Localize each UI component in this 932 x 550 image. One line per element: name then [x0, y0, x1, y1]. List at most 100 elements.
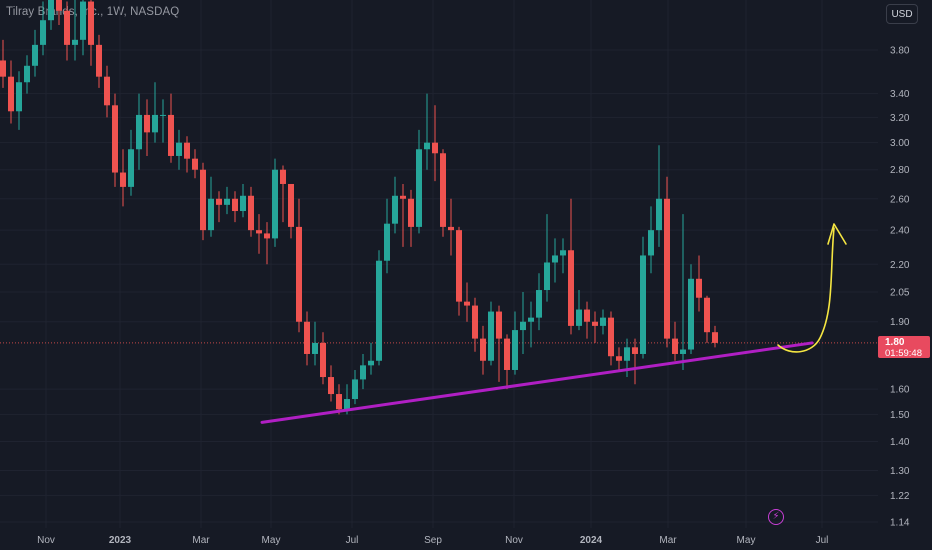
- candle: [488, 301, 494, 366]
- candle: [224, 186, 230, 215]
- candle-body: [648, 230, 654, 256]
- last-price-value: 1.80: [885, 337, 905, 348]
- candle: [608, 311, 614, 366]
- candle: [272, 158, 278, 247]
- time-axis: Nov 2023 Mar May Jul Sep Nov 2024 Mar May Jul: [37, 535, 828, 546]
- candle: [296, 198, 302, 333]
- x-tick-label: May: [737, 535, 756, 546]
- candle: [360, 353, 366, 390]
- candle-body: [96, 44, 102, 77]
- candle-body: [704, 297, 710, 333]
- candle: [432, 105, 438, 182]
- candle-body: [40, 20, 46, 45]
- candle-body: [528, 317, 534, 322]
- candle-body: [32, 44, 38, 66]
- candle: [56, 0, 62, 26]
- candle-body: [8, 76, 14, 112]
- candle-body: [48, 0, 54, 21]
- y-tick-label: 3.40: [890, 89, 910, 100]
- candle-body: [432, 142, 438, 154]
- candle: [424, 93, 430, 170]
- candle: [656, 145, 662, 247]
- candle: [160, 99, 166, 143]
- candle-body: [144, 114, 150, 133]
- candle-body: [360, 365, 366, 380]
- y-tick-label: 1.60: [890, 385, 910, 396]
- candle: [392, 176, 398, 234]
- candle-body: [552, 255, 558, 263]
- x-tick-label: Nov: [37, 535, 55, 546]
- candle-body: [192, 158, 198, 170]
- candles-group: [0, 0, 718, 415]
- candle-body: [472, 305, 478, 339]
- x-tick-label: Sep: [424, 535, 442, 546]
- candle: [136, 93, 142, 170]
- candle-body: [16, 82, 22, 112]
- candle: [24, 55, 30, 94]
- x-tick-label: Jul: [346, 535, 359, 546]
- candle: [80, 0, 86, 56]
- candle: [200, 162, 206, 241]
- candle-body: [456, 230, 462, 302]
- y-tick-label: 2.40: [890, 226, 910, 237]
- candle-body: [312, 342, 318, 354]
- x-tick-label: Nov: [505, 535, 523, 546]
- candle: [400, 183, 406, 247]
- candle-body: [408, 198, 414, 227]
- candle-body: [376, 260, 382, 361]
- arrow-head-icon: [827, 223, 847, 245]
- candle-body: [328, 377, 334, 395]
- candle-body: [264, 233, 270, 239]
- candle: [528, 301, 534, 348]
- candle-body: [680, 349, 686, 354]
- currency-button[interactable]: USD: [886, 4, 918, 24]
- candle: [712, 325, 718, 348]
- candle: [328, 365, 334, 402]
- candle-body: [400, 195, 406, 199]
- y-tick-label: 1.30: [890, 466, 910, 477]
- candle-body: [368, 360, 374, 366]
- candle: [216, 191, 222, 223]
- candle: [8, 60, 14, 124]
- candle: [440, 149, 446, 237]
- candle-body: [184, 142, 190, 159]
- x-tick-label: Mar: [192, 535, 210, 546]
- candle: [32, 29, 38, 77]
- candle-body: [576, 309, 582, 326]
- y-tick-label: 1.22: [890, 491, 910, 502]
- lightning-bolt-icon[interactable]: ⚡: [768, 509, 784, 525]
- candle: [480, 325, 486, 375]
- x-tick-label: 2023: [109, 535, 132, 546]
- y-tick-label: 2.05: [890, 287, 910, 298]
- y-tick-label: 2.60: [890, 194, 910, 205]
- hand-drawn-arrow-shaft: [777, 227, 835, 353]
- candle: [96, 34, 102, 88]
- candle: [16, 71, 22, 130]
- grid-lines: [0, 0, 878, 528]
- candle-body: [232, 198, 238, 212]
- candle-body: [568, 250, 574, 326]
- candle-body: [104, 76, 110, 106]
- candle-body: [344, 399, 350, 410]
- candle: [448, 198, 454, 256]
- candle: [104, 65, 110, 118]
- x-tick-label: Mar: [659, 535, 677, 546]
- candle: [464, 282, 470, 322]
- candle-body: [664, 198, 670, 339]
- candle: [616, 347, 622, 370]
- candle-body: [600, 317, 606, 326]
- y-tick-label: 1.40: [890, 437, 910, 448]
- candle: [256, 214, 262, 254]
- candle: [144, 99, 150, 156]
- candle-body: [216, 198, 222, 205]
- candle-body: [448, 226, 454, 231]
- candle: [336, 384, 342, 415]
- candle: [672, 321, 678, 361]
- candle: [600, 309, 606, 335]
- candle-body: [584, 309, 590, 322]
- y-tick-label: 3.00: [890, 138, 910, 149]
- candle-body: [608, 317, 614, 357]
- candle: [632, 338, 638, 385]
- candle: [280, 165, 286, 223]
